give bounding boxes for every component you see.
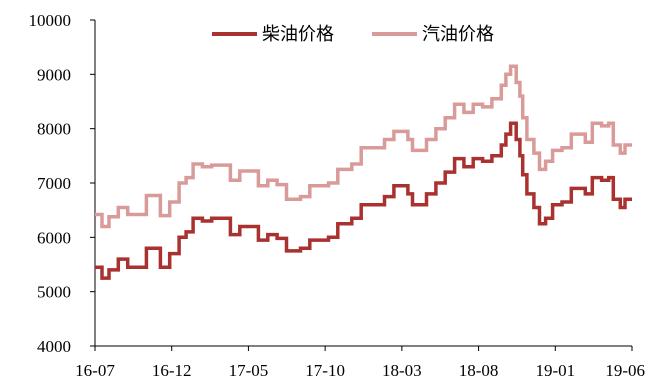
y-tick-label: 10000	[29, 11, 72, 30]
legend: 柴油价格 汽油价格	[212, 24, 494, 44]
x-tick-label: 16-07	[75, 361, 115, 380]
legend-label-1: 汽油价格	[422, 24, 494, 44]
x-tick-label: 16-12	[152, 361, 192, 380]
series-line-1	[95, 64, 632, 229]
series-lines	[95, 64, 632, 280]
y-tick-labels: 4000 5000 6000 7000 8000 9000 10000	[29, 11, 72, 356]
y-tick-label: 8000	[37, 120, 71, 139]
x-tick-label: 19-06	[605, 361, 645, 380]
x-tick-label: 19-01	[535, 361, 575, 380]
y-tick-label: 9000	[37, 65, 71, 84]
x-tick-label: 17-05	[229, 361, 269, 380]
legend-label-0: 柴油价格	[262, 24, 334, 44]
y-tick-label: 6000	[37, 228, 71, 247]
x-tick-labels: 16-07 16-12 17-05 17-10 18-03 18-08 19-01 19-06	[75, 361, 645, 380]
y-tick-label: 7000	[37, 174, 71, 193]
x-tick-label: 18-03	[382, 361, 422, 380]
axes	[90, 19, 633, 351]
x-tick-label: 17-10	[305, 361, 345, 380]
y-tick-label: 5000	[37, 283, 71, 302]
y-tick-label: 4000	[37, 337, 71, 356]
x-tick-label: 18-08	[459, 361, 499, 380]
series-line-0	[95, 121, 632, 280]
